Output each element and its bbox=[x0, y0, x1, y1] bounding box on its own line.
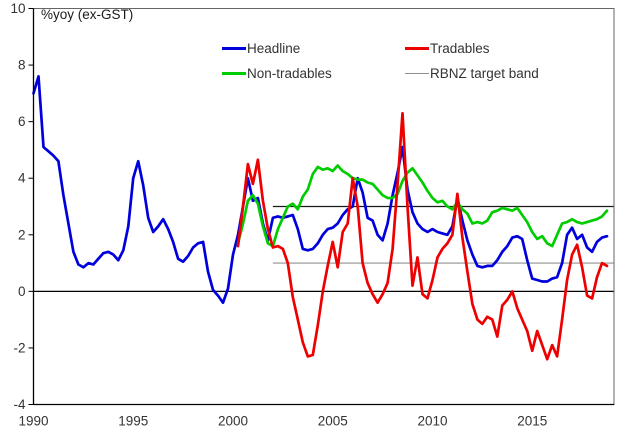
y-tick-label: 10 bbox=[10, 1, 25, 16]
legend-item-tradables: Tradables bbox=[405, 40, 490, 56]
y-tick-label: -4 bbox=[13, 397, 25, 412]
legend-item-non-tradables: Non-tradables bbox=[222, 65, 332, 81]
legend-item-rbnz-target-band: RBNZ target band bbox=[405, 65, 539, 81]
x-tick-label: 2015 bbox=[517, 414, 547, 429]
y-tick-label: 4 bbox=[18, 171, 26, 186]
x-tick-label: 2005 bbox=[318, 414, 348, 429]
x-tick-label: 1995 bbox=[118, 414, 148, 429]
tradables-line-swatch-icon bbox=[405, 46, 429, 50]
legend-label-non-tradables: Non-tradables bbox=[247, 65, 332, 81]
series-line-tradables bbox=[236, 111, 609, 361]
legend-label-rbnz-target-band: RBNZ target band bbox=[430, 65, 539, 81]
x-tick-label: 2010 bbox=[417, 414, 447, 429]
rbnz-target-band-line-swatch-icon bbox=[405, 72, 429, 74]
y-tick-label: 8 bbox=[18, 58, 26, 73]
legend-label-tradables: Tradables bbox=[430, 40, 490, 56]
series-line-non-tradables bbox=[236, 164, 609, 248]
legend-label-headline: Headline bbox=[247, 40, 301, 56]
y-tick-label: 6 bbox=[18, 114, 26, 129]
y-tick-label: -2 bbox=[13, 340, 25, 355]
y-tick-label: 0 bbox=[18, 284, 26, 299]
legend-item-headline: Headline bbox=[222, 40, 300, 56]
non-tradables-line-swatch-icon bbox=[222, 71, 246, 75]
chart-title: %yoy (ex-GST) bbox=[41, 7, 134, 22]
headline-line-swatch-icon bbox=[222, 46, 246, 50]
series-line-headline bbox=[32, 75, 609, 305]
y-tick-label: 2 bbox=[18, 227, 26, 242]
x-tick-label: 1990 bbox=[18, 414, 48, 429]
x-tick-label: 2000 bbox=[218, 414, 248, 429]
